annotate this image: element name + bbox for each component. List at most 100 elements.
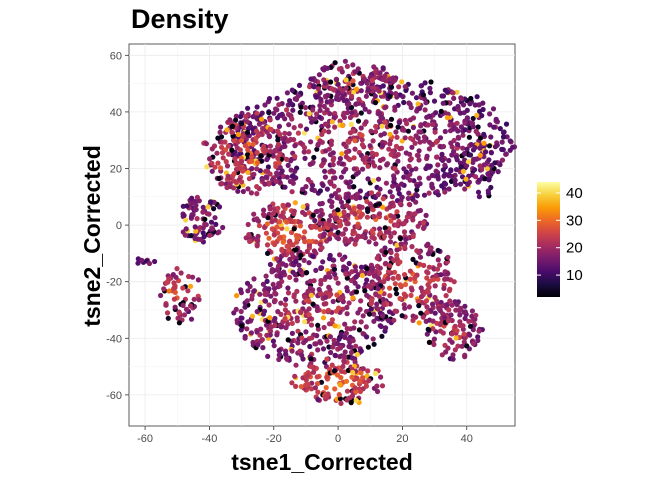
data-point: [476, 194, 482, 200]
data-point: [417, 207, 423, 214]
data-point: [239, 158, 245, 165]
data-point: [387, 285, 393, 291]
data-point: [322, 174, 328, 180]
data-point: [451, 95, 457, 101]
data-point: [449, 302, 455, 308]
data-point: [409, 167, 415, 173]
data-point: [324, 65, 330, 71]
data-point: [426, 146, 432, 152]
data-point: [435, 192, 441, 198]
data-point: [298, 140, 304, 146]
data-point: [397, 259, 403, 265]
data-point: [314, 111, 320, 117]
data-point: [327, 334, 333, 340]
data-point: [379, 143, 386, 149]
data-point: [287, 100, 294, 106]
data-point: [359, 142, 365, 148]
data-point: [453, 167, 460, 173]
data-point: [377, 226, 383, 232]
data-point: [291, 226, 297, 232]
data-point: [338, 400, 344, 406]
data-point: [204, 211, 210, 217]
data-point: [473, 128, 479, 134]
data-point: [227, 117, 233, 123]
data-point: [462, 157, 468, 163]
data-point: [410, 233, 416, 240]
data-point: [487, 122, 493, 128]
data-point: [329, 317, 335, 323]
data-point: [399, 194, 405, 200]
data-point: [315, 86, 321, 92]
data-point: [326, 146, 332, 152]
data-point: [347, 179, 353, 185]
data-point: [332, 175, 338, 181]
data-point: [388, 249, 394, 256]
data-point: [212, 164, 218, 170]
data-point: [260, 281, 266, 287]
data-point: [343, 143, 349, 150]
data-point: [289, 380, 295, 386]
data-point: [312, 218, 318, 224]
data-point: [330, 298, 336, 305]
data-point: [302, 155, 308, 161]
data-point: [239, 323, 245, 329]
data-point: [339, 151, 345, 157]
data-point: [409, 287, 415, 293]
data-point: [311, 154, 317, 161]
data-point: [273, 163, 279, 169]
data-point: [277, 234, 284, 240]
data-point: [344, 304, 350, 311]
data-point: [345, 212, 351, 218]
data-point: [339, 122, 346, 129]
data-point: [312, 116, 318, 122]
data-point: [357, 214, 363, 220]
data-point: [289, 330, 295, 336]
data-point: [509, 144, 516, 150]
data-point: [347, 130, 354, 136]
data-point: [464, 163, 470, 169]
data-point: [462, 186, 468, 192]
data-point: [317, 220, 323, 226]
data-point: [262, 102, 268, 108]
data-point: [484, 166, 490, 172]
data-point: [357, 378, 363, 385]
data-point: [306, 149, 312, 155]
data-point: [343, 265, 349, 272]
data-point: [331, 337, 337, 343]
data-point: [387, 293, 393, 299]
data-point: [188, 214, 195, 220]
data-point: [244, 119, 250, 125]
data-point: [349, 93, 355, 99]
data-point: [180, 285, 186, 291]
data-point: [272, 315, 278, 322]
data-point: [245, 169, 251, 175]
data-point: [451, 149, 457, 155]
data-point: [324, 186, 330, 192]
data-point: [324, 338, 330, 344]
data-point: [326, 129, 332, 135]
data-point: [450, 356, 456, 362]
data-point: [254, 104, 260, 110]
data-point: [217, 165, 224, 171]
data-point: [464, 343, 470, 349]
data-point: [391, 214, 397, 220]
data-point: [224, 163, 231, 169]
data-point: [402, 272, 408, 278]
data-point: [265, 215, 271, 221]
data-point: [459, 96, 465, 102]
data-point: [336, 392, 342, 398]
data-point: [499, 139, 505, 145]
data-point: [275, 141, 282, 148]
data-point: [267, 126, 273, 132]
data-point: [416, 148, 422, 154]
data-point: [306, 243, 312, 249]
data-point: [254, 166, 260, 172]
data-point: [318, 213, 324, 219]
data-point: [432, 310, 438, 316]
data-point: [176, 310, 182, 316]
data-point: [255, 342, 261, 348]
data-point: [289, 87, 295, 93]
data-point: [466, 331, 472, 337]
data-point: [292, 271, 298, 278]
data-point: [343, 271, 349, 277]
